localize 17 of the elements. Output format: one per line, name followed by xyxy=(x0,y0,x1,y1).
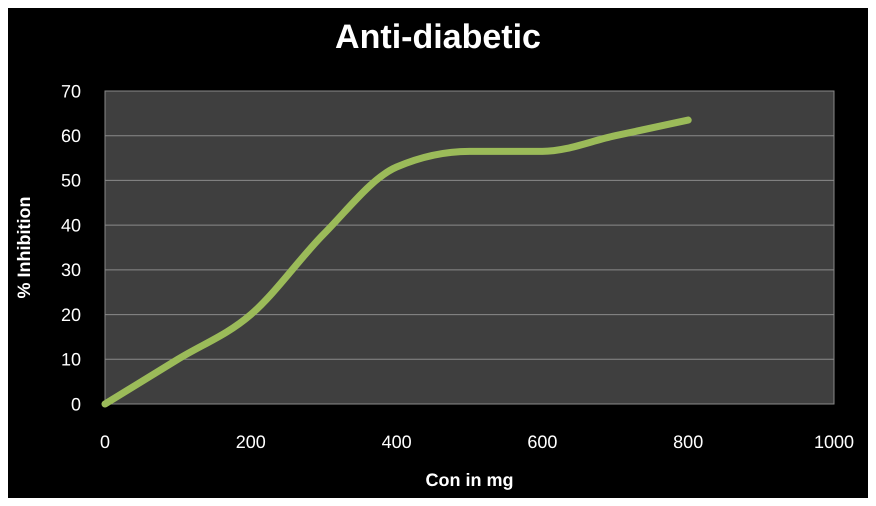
y-tick-label: 40 xyxy=(60,215,81,236)
y-tick-label: 50 xyxy=(60,170,81,191)
x-tick-label: 600 xyxy=(527,432,558,452)
y-tick-label: 10 xyxy=(60,350,81,370)
y-tick-label: 20 xyxy=(60,304,81,325)
y-tick-label: 0 xyxy=(70,394,81,414)
y-tick-label: 30 xyxy=(60,260,81,280)
x-tick-label: 800 xyxy=(673,432,704,452)
x-tick-label: 1000 xyxy=(814,432,854,452)
x-tick-label: 400 xyxy=(382,432,412,452)
chart-title: Anti-diabetic xyxy=(335,18,541,56)
y-axis-title: % Inhibition xyxy=(14,196,34,298)
x-tick-label: 200 xyxy=(236,432,266,452)
x-tick-label: 0 xyxy=(100,432,110,452)
y-tick-label: 70 xyxy=(60,81,81,102)
y-tick-label: 60 xyxy=(60,126,81,146)
x-axis-title: Con in mg xyxy=(426,470,514,490)
